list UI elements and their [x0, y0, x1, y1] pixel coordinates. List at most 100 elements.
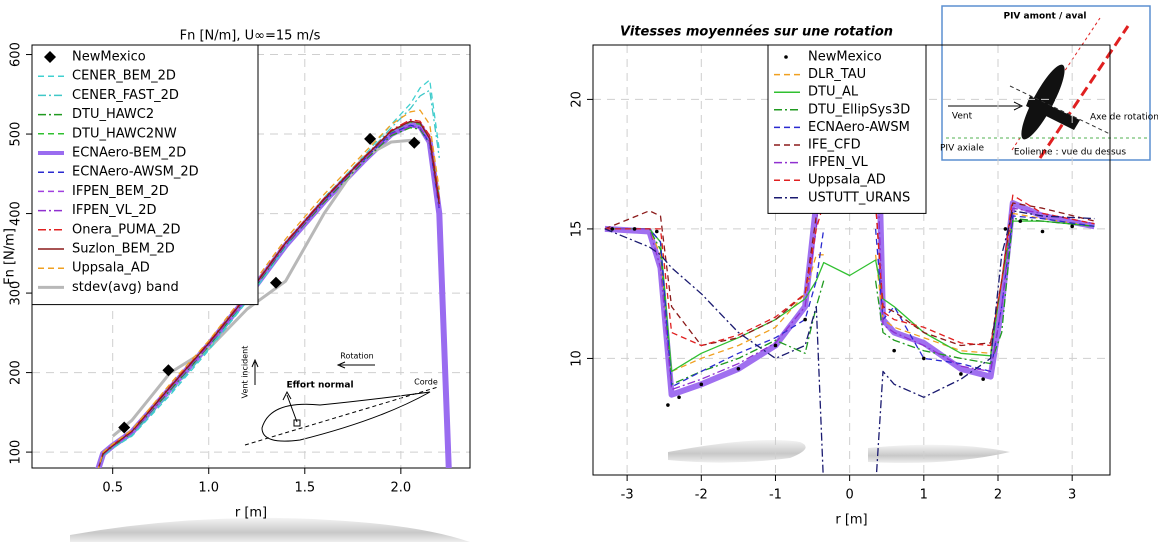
legend-label: USTUTT_URANS [808, 190, 910, 205]
annotation: PIV amont / aval [1003, 12, 1086, 22]
chart-title: Vitesses moyennées sur une rotation [620, 25, 893, 40]
data-point [1070, 224, 1074, 229]
x-tick-label: 1 [920, 488, 928, 503]
annotation: Eolienne : vue du dessus [1014, 148, 1126, 158]
data-point [408, 136, 421, 149]
series-line [97, 127, 440, 468]
data-point [162, 364, 175, 377]
legend-label: ECNAero-AWSM_2D [72, 165, 199, 180]
annotation: Corde [414, 378, 438, 387]
data-point [699, 382, 704, 387]
data-point [677, 395, 681, 400]
chart-title: Fn [N/m], U∞=15 m/s [180, 29, 321, 44]
data-point [610, 227, 615, 231]
y-tick-label: 300 [9, 281, 24, 306]
data-point [1040, 229, 1045, 234]
y-tick-label: 400 [9, 201, 24, 226]
airfoil-sketch [244, 358, 439, 446]
legend-label: IFPEN_VL [808, 155, 868, 170]
data-point [736, 366, 741, 371]
legend-box [31, 44, 259, 306]
x-tick-label: -1 [769, 488, 782, 503]
series-line [604, 125, 1095, 391]
x-tick-label: -2 [695, 488, 708, 503]
y-axis-label: Fn [N/m] [3, 228, 18, 285]
y-tick-label: 20 [570, 91, 585, 108]
legend-label: ECNAero-AWSM [808, 120, 910, 135]
data-point [981, 377, 985, 381]
x-tick-label: 2.0 [390, 481, 411, 496]
data-point [959, 372, 963, 376]
data-point [44, 51, 56, 63]
y-tick-label: 200 [9, 360, 24, 385]
x-tick-label: 2 [994, 488, 1002, 503]
data-point [632, 227, 637, 231]
data-point [892, 348, 896, 353]
plot-area [604, 45, 1095, 475]
x-tick-label: 1.0 [198, 481, 219, 496]
annotation: Rotation [340, 352, 373, 361]
legend-label: DTU_HAWC2NW [72, 126, 177, 141]
series-line [97, 120, 440, 468]
annotation: Vent incident [241, 346, 250, 399]
series-line [604, 210, 1095, 475]
y-tick-label: 500 [9, 122, 24, 147]
legend-label: DLR_TAU [808, 67, 866, 82]
blade-image [668, 439, 806, 463]
annotation: Axe de rotation [1090, 113, 1158, 123]
legend-box [767, 44, 927, 214]
y-tick-label: 15 [570, 221, 585, 238]
inset-diagram [941, 5, 1151, 161]
data-point [654, 229, 659, 234]
legend-label: Uppsala_AD [72, 261, 150, 276]
legend-label: stdev(avg) band [72, 280, 179, 295]
legend-label: DTU_AL [808, 85, 859, 100]
y-tick-label: 600 [9, 42, 24, 67]
x-axis-label: r [m] [235, 506, 267, 521]
series-line [97, 121, 440, 468]
series-line [604, 202, 1095, 347]
legend-label: IFPEN_VL_2D [72, 203, 157, 218]
legend-label: NewMexico [72, 50, 146, 65]
annotation: Vent [952, 112, 973, 122]
series-line [604, 212, 1095, 373]
legend-label: CENER_BEM_2D [72, 69, 176, 84]
x-tick-label: 0 [846, 488, 854, 503]
x-tick-label: 0.5 [102, 481, 123, 496]
x-tick-label: 3 [1068, 488, 1076, 503]
legend-label: Onera_PUMA_2D [72, 222, 181, 237]
x-tick-label: -3 [621, 488, 634, 503]
data-point [269, 276, 282, 289]
series-line [97, 109, 440, 468]
x-tick-label: 1.5 [294, 481, 315, 496]
legend-label: DTU_EllipSys3D [808, 102, 910, 117]
series-line [604, 217, 1095, 385]
data-point [1003, 227, 1008, 231]
legend-label: ECNAero-BEM_2D [72, 146, 186, 161]
data-point [922, 356, 926, 361]
data-point [803, 317, 807, 322]
blade-image [868, 444, 1010, 463]
annotation: Effort normal [286, 381, 353, 391]
data-point [118, 421, 131, 434]
series-line [604, 194, 1095, 347]
series-line [604, 215, 1095, 388]
data-point [784, 55, 788, 59]
legend-label: NewMexico [808, 50, 882, 65]
legend-label: IFPEN_BEM_2D [72, 184, 169, 199]
data-point [364, 132, 377, 145]
legend-label: DTU_HAWC2 [72, 107, 154, 122]
x-axis-label: r [m] [835, 513, 867, 528]
series-line [98, 89, 440, 468]
data-point [666, 403, 670, 407]
legend-label: Suzlon_BEM_2D [72, 242, 175, 257]
legend-label: Uppsala_AD [808, 173, 886, 188]
plot-area [95, 79, 452, 468]
data-point [1018, 219, 1023, 223]
series-line [111, 138, 421, 438]
data-point [773, 343, 778, 348]
y-tick-label: 100 [9, 440, 24, 465]
legend-label: IFE_CFD [808, 138, 861, 153]
y-tick-label: 10 [570, 350, 585, 367]
